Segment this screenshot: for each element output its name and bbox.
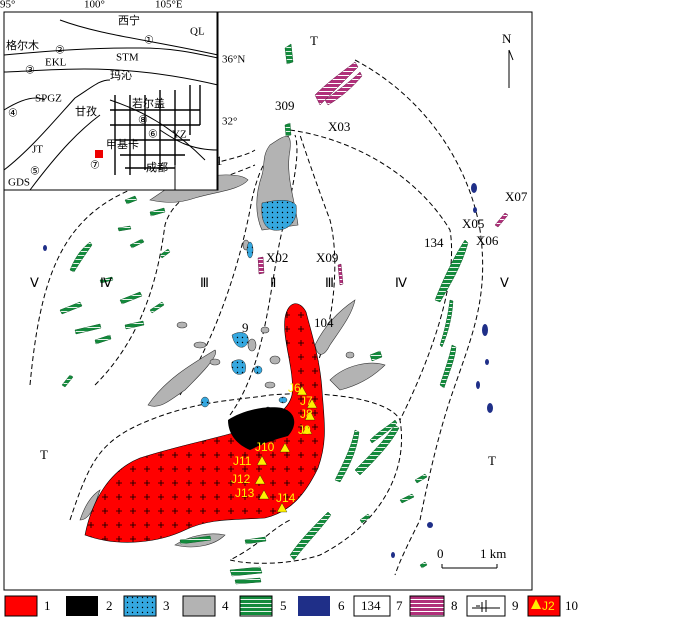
coord-label: 100°	[84, 0, 105, 11]
zone-label: Ⅳ	[395, 275, 407, 290]
fault-number: ⑦	[90, 160, 100, 172]
legend-number: 9	[512, 598, 519, 613]
legend-swatch	[298, 596, 330, 616]
deposit-label: J6	[288, 381, 301, 395]
legend-number: 7	[396, 598, 403, 613]
fault-number: ①	[144, 35, 154, 47]
place-label: 玛沁	[110, 69, 132, 82]
stratum-label: T	[310, 33, 318, 48]
north-arrow	[508, 49, 514, 88]
zone-label: Ⅴ	[30, 275, 39, 290]
blue-bodies	[200, 200, 297, 414]
deposit-label: J8	[300, 407, 313, 421]
place-label: 若尔盖	[132, 96, 165, 110]
stratum-label: T	[488, 453, 496, 468]
legend-swatch	[353, 595, 391, 617]
deposit-markers	[254, 385, 318, 513]
navy-bodies	[43, 183, 493, 558]
place-label: QL	[190, 26, 205, 38]
fault-number: ③	[25, 65, 35, 77]
fault-number: ④	[8, 108, 18, 120]
deposit-label: J12	[231, 472, 251, 486]
place-label: 甘孜	[75, 104, 97, 118]
place-label: SPGZ	[35, 93, 62, 105]
vein-label: X06	[476, 233, 499, 248]
legend-vein-number: 134	[361, 598, 381, 613]
legend-swatch	[409, 595, 445, 617]
location-marker	[95, 150, 103, 158]
legend-swatch	[182, 595, 216, 617]
coord-label: 95°	[0, 0, 15, 11]
deposit-label: J14	[276, 491, 296, 505]
legend-swatch	[4, 595, 38, 617]
legend: 134 J2 1 2 3 4 5 6 7 8 9 10	[4, 595, 578, 617]
legend-number: 1	[44, 598, 51, 613]
scale-label: 1 km	[480, 546, 506, 561]
zone-label: Ⅴ	[500, 275, 509, 290]
coord-label: 105°E	[155, 0, 183, 11]
place-label: 甲基卡	[106, 138, 139, 151]
vein-label: 104	[314, 315, 334, 330]
fault-number: ②	[55, 45, 65, 57]
stratum-label: T	[40, 447, 48, 462]
legend-symbol	[531, 599, 541, 609]
scale-label: 0	[437, 546, 444, 561]
legend-number: 8	[451, 598, 458, 613]
zone-boundaries	[29, 59, 484, 576]
deposit-label: J10	[255, 440, 275, 454]
coord-label: 32°	[222, 116, 237, 128]
inset-grid	[110, 85, 201, 175]
vein-label: X02	[266, 250, 288, 265]
legend-deposit-sample: J2	[542, 599, 555, 613]
legend-number: 2	[106, 598, 113, 613]
vein-label: 134	[424, 235, 444, 250]
legend-number: 10	[565, 598, 578, 613]
deposit-label: J11	[233, 454, 252, 468]
zone-label: Ⅱ	[270, 275, 276, 290]
vein-label: 9	[242, 320, 249, 335]
legend-symbol	[472, 600, 500, 612]
zone-label: Ⅳ	[100, 275, 112, 290]
map-frame	[3, 11, 533, 591]
vein-label: X09	[316, 250, 338, 265]
place-label: 西宁	[118, 13, 140, 27]
scale-bar	[441, 564, 498, 569]
vein-label: X07	[505, 189, 528, 204]
inset-frame	[3, 11, 219, 191]
legend-swatch	[239, 595, 273, 617]
fault-number: ⑤	[30, 166, 40, 178]
place-label: 格尔木	[6, 38, 39, 52]
deposit-labels: J6 J7 J8 J9 J10 J11 J12 J13 J14	[231, 381, 313, 505]
place-label: 成都	[146, 161, 168, 174]
legend-number: 5	[280, 598, 287, 613]
place-label: YZ	[172, 129, 187, 141]
legend-number: 4	[222, 598, 229, 613]
vein-label: X03	[328, 119, 350, 134]
inset-edge	[5, 11, 218, 190]
fault-number: ⑧	[138, 115, 148, 127]
granite	[84, 303, 325, 543]
place-label: GDS	[8, 177, 30, 189]
north-label: N	[502, 31, 512, 46]
legend-swatch	[123, 595, 157, 617]
zone-label: Ⅲ	[325, 275, 334, 290]
green-veins	[59, 43, 469, 585]
vein-label: 309	[275, 98, 295, 113]
place-label: STM	[116, 52, 139, 64]
legend-number: 3	[163, 598, 170, 613]
vein-label: X05	[462, 216, 484, 231]
inset-map: 95° 100° 105°E 36°N 32° 西宁 QL 格尔木 EKL ST…	[0, 0, 245, 191]
legend-number: 6	[338, 598, 345, 613]
place-label: EKL	[45, 57, 67, 69]
place-label: JT	[32, 144, 43, 156]
fault-number: ⑥	[148, 129, 158, 141]
zone-label: Ⅲ	[200, 275, 209, 290]
deposit-label: J9	[298, 423, 311, 437]
deposit-label: J13	[235, 486, 255, 500]
deposit-label: J7	[300, 394, 313, 408]
black-body	[228, 407, 295, 450]
coord-label: 36°N	[222, 54, 245, 66]
legend-swatch	[66, 596, 98, 616]
